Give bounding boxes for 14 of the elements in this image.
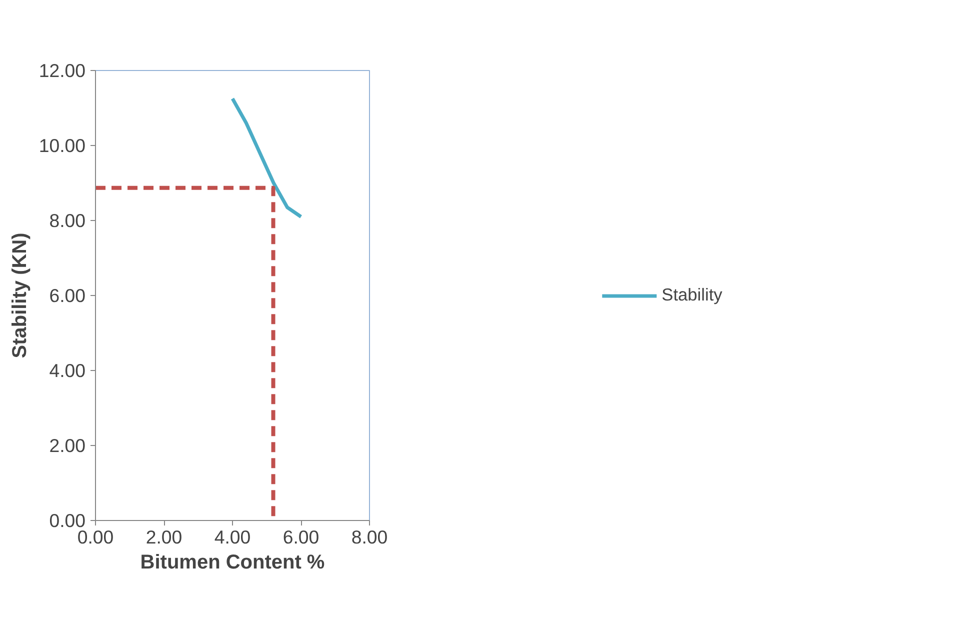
x-tick-label: 8.00: [351, 526, 388, 548]
y-tick-label: 6.00: [49, 285, 86, 306]
y-axis-title: Stability (KN): [8, 232, 31, 358]
x-axis-title: Bitumen Content %: [140, 552, 325, 574]
x-tick-label: 2.00: [146, 526, 182, 548]
y-tick-label: 10.00: [38, 135, 86, 156]
y-tick-label: 2.00: [49, 435, 86, 456]
x-tick-label: 6.00: [282, 526, 320, 548]
y-tick-label: 8.00: [49, 210, 86, 231]
legend-label: Stability: [662, 284, 722, 306]
y-tick-label: 4.00: [49, 360, 86, 381]
line-series: [230, 96, 303, 218]
x-tick-label: 4.00: [214, 526, 251, 548]
y-tick-label: 12.00: [38, 60, 86, 81]
